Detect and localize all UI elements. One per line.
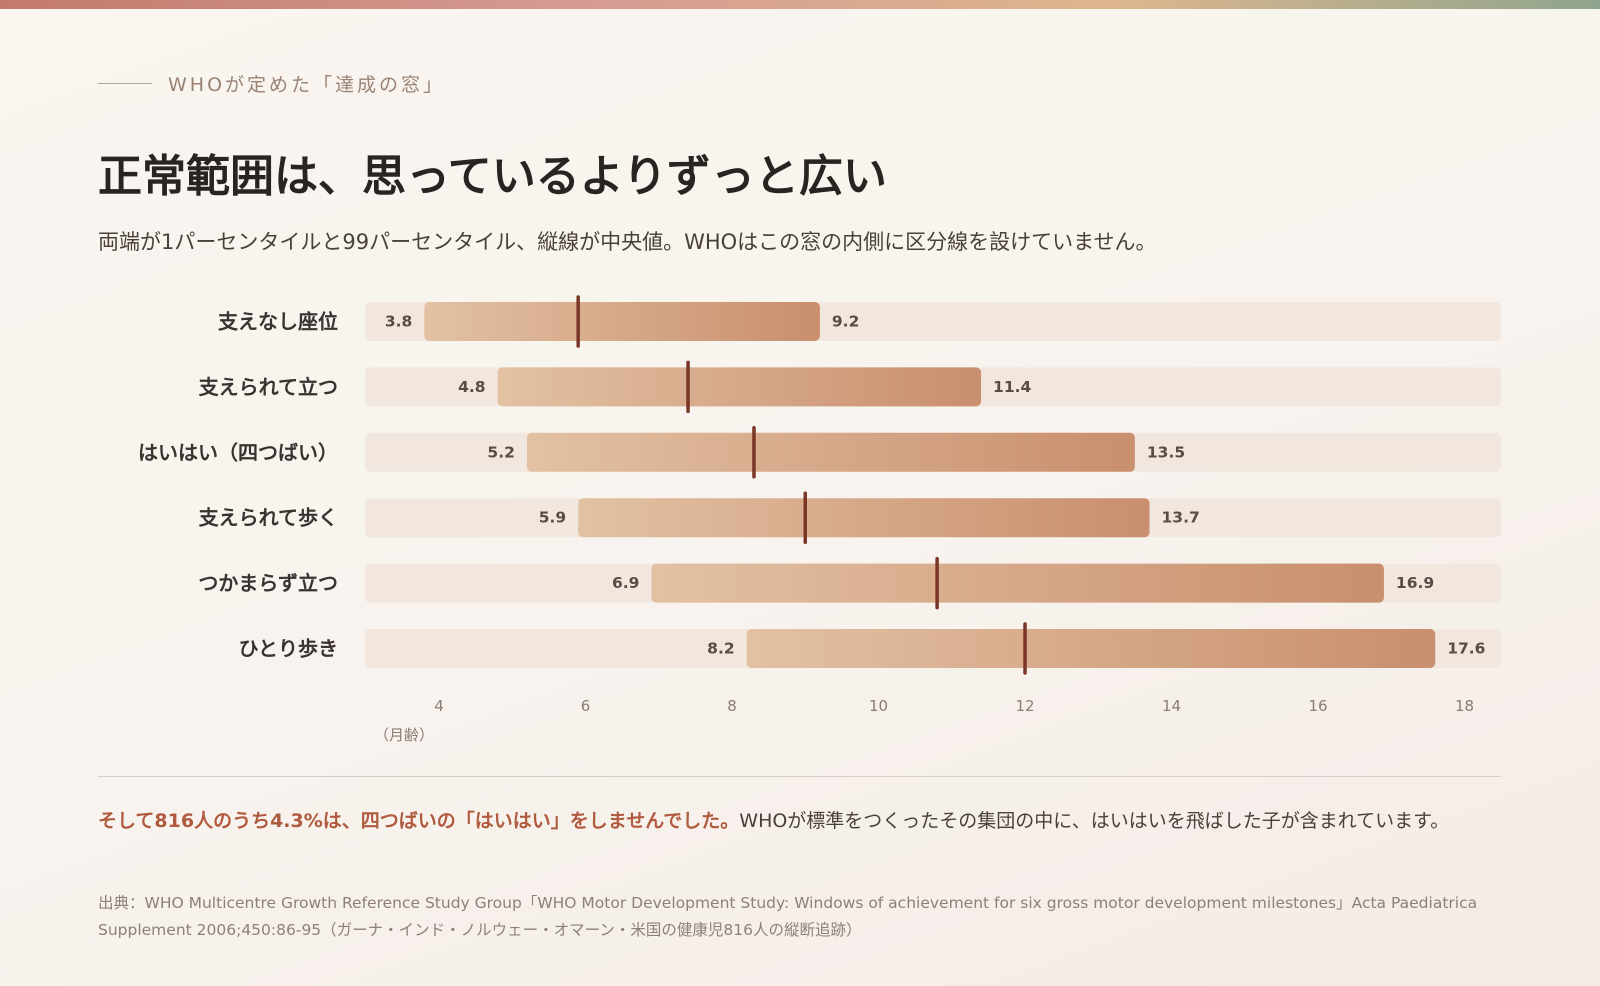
accent-bar (0, 0, 1600, 9)
low-value-label: 8.2 (707, 640, 734, 658)
category-label: はいはい（四つばい） (138, 440, 338, 464)
category-label: つかまらず立つ (198, 571, 338, 595)
footnote: そして816人のうち4.3%は、四つばいの「はいはい」をしませんでした。WHOが… (98, 804, 1508, 839)
chart-row: 支えられて立つ 4.8 11.4 (199, 360, 1501, 414)
x-tick-label: 4 (434, 697, 444, 715)
high-value-label: 13.7 (1162, 509, 1200, 527)
page-title: 正常範囲は、思っているよりずっと広い (98, 151, 887, 202)
chart-row: つかまらず立つ 6.9 16.9 (198, 556, 1501, 610)
low-value-label: 5.2 (487, 443, 514, 461)
high-value-label: 17.6 (1447, 640, 1485, 658)
chart-row: 支えられて歩く 5.9 13.7 (199, 491, 1501, 544)
high-value-label: 11.4 (993, 378, 1031, 396)
range-bar (526, 432, 1135, 472)
high-value-label: 13.5 (1147, 443, 1185, 461)
chart-row: 支えなし座位 3.8 9.2 (218, 295, 1501, 348)
footnote-emphasis: そして816人のうち4.3%は、四つばいの「はいはい」をしませんでした。 (98, 810, 740, 832)
x-tick-label: 8 (727, 697, 737, 715)
eyebrow-text: WHOが定めた「達成の窓」 (168, 73, 446, 96)
category-label: 支えなし座位 (218, 310, 338, 334)
x-tick-label: 14 (1162, 697, 1181, 715)
category-label: 支えられて歩く (199, 506, 338, 530)
eyebrow: WHOが定めた「達成の窓」 (98, 68, 445, 98)
x-tick-label: 6 (581, 697, 591, 715)
milestone-range-chart: 支えなし座位 3.8 9.2 支えられて立つ 4.8 11.4 はいはい（四つばい） 5.2 1… (138, 295, 1501, 744)
category-label: 支えられて立つ (199, 375, 338, 399)
divider (98, 776, 1501, 777)
source-citation: 出典：WHO Multicentre Growth Reference Stud… (98, 894, 1478, 939)
range-bar (651, 563, 1384, 603)
x-tick-label: 18 (1455, 697, 1474, 715)
low-value-label: 5.9 (539, 509, 566, 527)
eyebrow-rule (98, 82, 152, 84)
low-value-label: 3.8 (385, 313, 412, 331)
low-value-label: 4.8 (458, 378, 485, 396)
range-bar (746, 629, 1436, 668)
high-value-label: 16.9 (1396, 574, 1434, 592)
x-tick-label: 16 (1308, 697, 1327, 715)
high-value-label: 9.2 (832, 313, 859, 331)
category-label: ひとり歩き (239, 637, 338, 661)
low-value-label: 6.9 (612, 574, 639, 592)
range-bar (497, 367, 982, 407)
range-bar (578, 498, 1150, 538)
x-tick-label: 10 (869, 697, 888, 715)
footnote-text: WHOが標準をつくったその集団の中に、はいはいを飛ばした子が含まれています。 (739, 810, 1450, 832)
page-subtitle: 両端が1パーセンタイルと99パーセンタイル、縦線が中央値。WHOはこの窓の内側に… (98, 230, 1157, 254)
x-tick-label: 12 (1015, 697, 1034, 715)
range-bar (424, 302, 820, 341)
chart-row: はいはい（四つばい） 5.2 13.5 (138, 426, 1501, 479)
x-axis-label: （月齢） (374, 726, 434, 744)
chart-row: ひとり歩き 8.2 17.6 (239, 622, 1501, 675)
